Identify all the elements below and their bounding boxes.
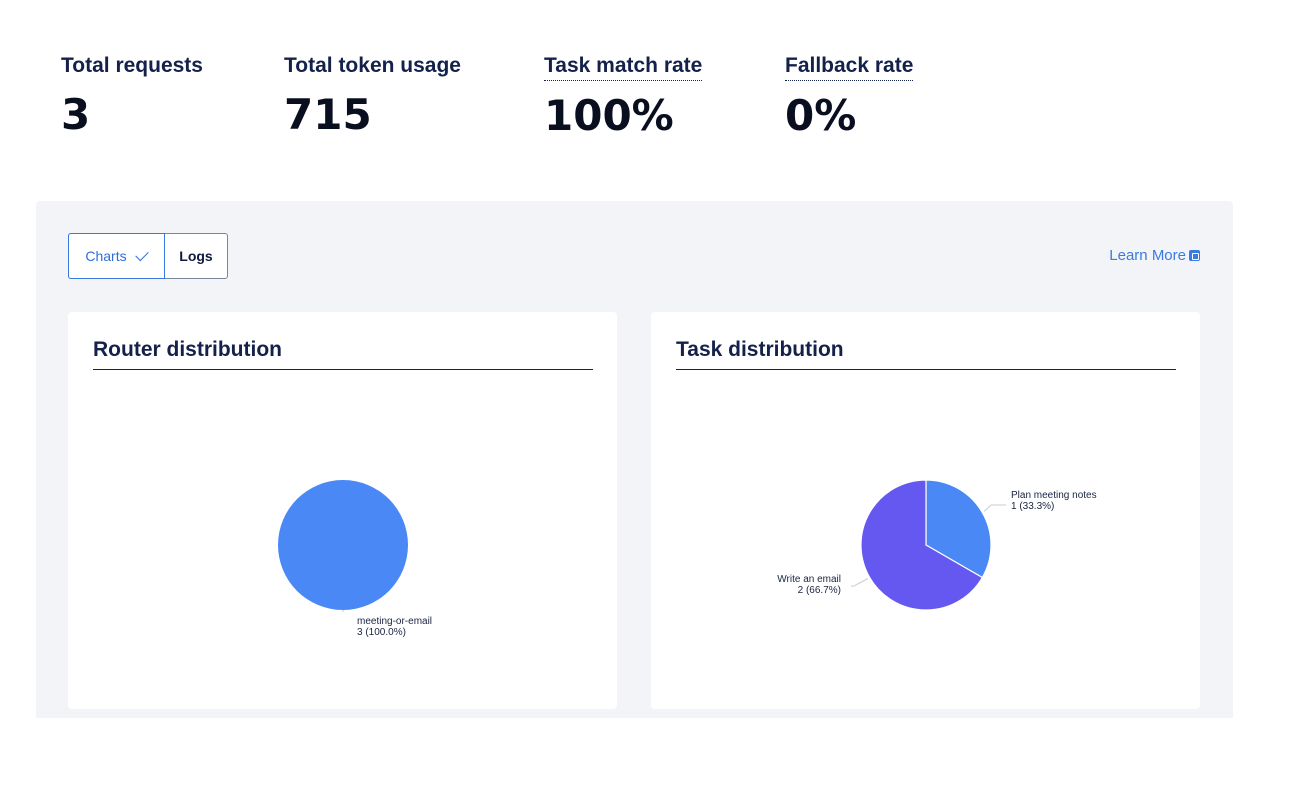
logs-tab-label: Logs xyxy=(179,248,213,264)
stat-total-token-usage: Total token usage 715 xyxy=(284,54,461,136)
pie-slice[interactable] xyxy=(860,479,984,611)
external-link-icon xyxy=(1189,250,1200,261)
card-title: Task distribution xyxy=(676,338,1176,370)
stat-value: 3 xyxy=(61,90,91,139)
slice-value-label: 2 (66.7%) xyxy=(798,585,841,596)
router-distribution-card: Router distribution meeting-or-email 3 (1… xyxy=(68,312,617,709)
slice-label: Plan meeting notes xyxy=(1011,490,1097,501)
stat-label-tooltip[interactable]: Fallback rate xyxy=(785,54,914,81)
slice-label: Write an email xyxy=(777,574,841,585)
stat-label-tooltip[interactable]: Task match rate xyxy=(544,54,703,81)
leader-line xyxy=(983,504,1006,512)
learn-more-label: Learn More xyxy=(1109,247,1186,264)
stat-value: 100% xyxy=(544,91,674,140)
logs-tab[interactable]: Logs xyxy=(165,234,227,278)
learn-more-link[interactable]: Learn More xyxy=(1109,247,1200,264)
charts-tab-label: Charts xyxy=(85,248,127,264)
leader-line xyxy=(851,578,869,587)
pie-slice[interactable] xyxy=(278,480,408,610)
charts-tab[interactable]: Charts xyxy=(68,233,165,279)
stat-task-match-rate: Task match rate 100% xyxy=(544,54,703,140)
stat-label: Total token usage xyxy=(284,54,461,77)
stat-value: 0% xyxy=(785,91,857,140)
view-toggle: Charts Logs xyxy=(68,233,228,279)
slice-value-label: 1 (33.3%) xyxy=(1011,501,1054,512)
pie-slice[interactable] xyxy=(925,479,992,579)
stat-label: Total requests xyxy=(61,54,203,77)
stat-value: 715 xyxy=(284,90,372,139)
card-title: Router distribution xyxy=(93,338,593,370)
stat-fallback-rate: Fallback rate 0% xyxy=(785,54,914,140)
slice-value-label: 3 (100.0%) xyxy=(357,627,406,638)
checkmark-icon xyxy=(134,247,149,261)
task-distribution-card: Task distribution Plan meeting notes 1 (3… xyxy=(651,312,1200,709)
stat-total-requests: Total requests 3 xyxy=(61,54,203,136)
charts-panel: Charts Logs Learn More Router distributi… xyxy=(36,201,1233,718)
slice-label: meeting-or-email xyxy=(357,616,432,627)
stats-row: Total requests 3 Total token usage 715 T… xyxy=(61,54,1161,154)
